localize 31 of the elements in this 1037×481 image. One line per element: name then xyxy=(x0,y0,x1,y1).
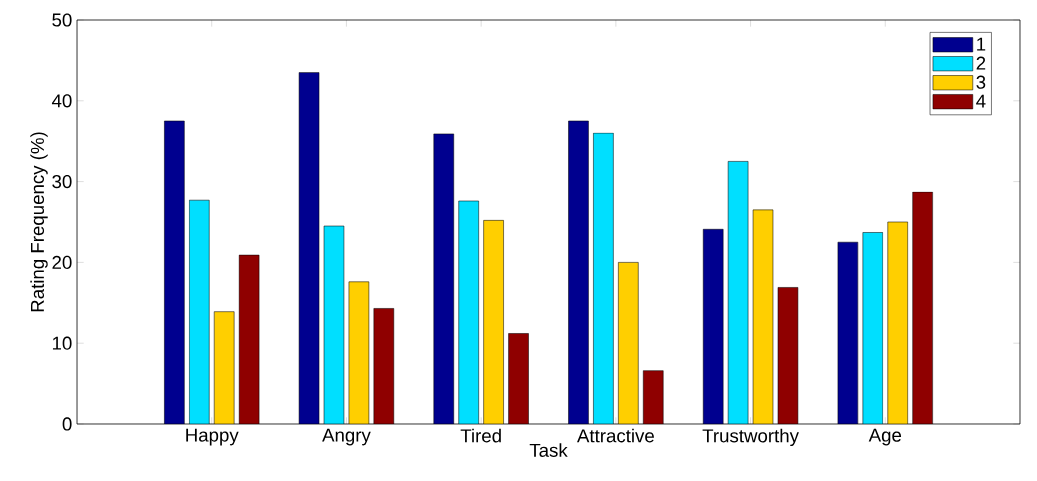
y-tick-label: 0 xyxy=(62,417,72,431)
y-tick-label: 30 xyxy=(52,174,72,189)
bar xyxy=(643,370,664,424)
y-tick-label: 10 xyxy=(52,336,72,350)
legend-label: 4 xyxy=(976,94,986,108)
y-tick-label: 20 xyxy=(52,255,72,270)
bar xyxy=(508,333,529,424)
legend-label: 2 xyxy=(976,56,986,70)
bar xyxy=(912,191,933,424)
x-tick-label: Happy xyxy=(186,428,239,446)
x-tick-label: Trustworthy xyxy=(702,428,799,447)
y-tick-label: 50 xyxy=(52,13,72,27)
bar xyxy=(213,311,235,424)
x-tick-label: Age xyxy=(868,428,902,446)
legend-label: 3 xyxy=(976,75,986,89)
bar xyxy=(618,262,639,424)
x-tick-label: Tired xyxy=(460,428,501,443)
bar xyxy=(348,281,370,424)
bar xyxy=(298,72,320,424)
bar xyxy=(164,120,185,424)
x-tick-label: Angry xyxy=(322,428,371,446)
bar xyxy=(568,120,589,424)
bar xyxy=(433,133,455,424)
bar xyxy=(483,220,504,424)
y-axis-title: Rating Frequency (%) xyxy=(30,132,48,312)
y-tick-label: 40 xyxy=(51,94,72,108)
bar xyxy=(887,221,908,424)
x-tick-label: Attractive xyxy=(577,428,654,443)
x-axis-title: Task xyxy=(529,443,568,457)
legend-label: 1 xyxy=(977,37,986,51)
bar xyxy=(702,229,724,424)
